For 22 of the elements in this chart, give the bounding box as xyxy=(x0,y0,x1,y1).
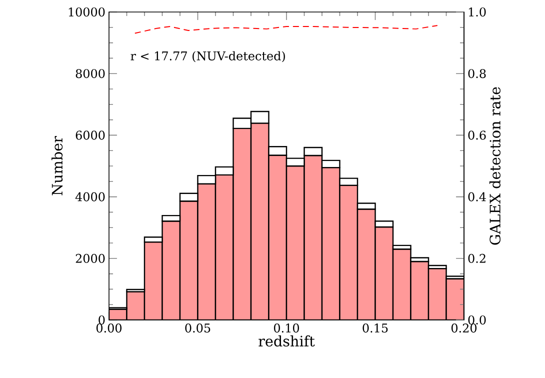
y-tick-label: 10000 xyxy=(68,7,105,17)
y-tick-label: 2000 xyxy=(76,254,105,263)
x-tick-label: 0.15 xyxy=(362,324,388,333)
y2-tick-label: 0.4 xyxy=(468,192,486,202)
y2-tick-label: 0.6 xyxy=(468,130,486,140)
y2-tick-label: 0.8 xyxy=(468,69,486,78)
x-tick-label: 0.00 xyxy=(96,324,122,333)
y2-tick-label: 0.2 xyxy=(468,254,486,263)
line-series xyxy=(134,25,438,34)
y-tick-label: 6000 xyxy=(76,130,105,140)
y2-tick-label: 1.0 xyxy=(468,7,486,17)
x-axis-title: redshift xyxy=(258,335,315,347)
y-tick-label: 4000 xyxy=(75,192,105,202)
y-tick-label: 0 xyxy=(98,315,105,325)
x-tick-label: 0.10 xyxy=(274,324,300,333)
x-tick-label: 0.20 xyxy=(451,324,477,333)
y-axis-title: Number xyxy=(52,136,63,196)
y2-tick-label: 0.0 xyxy=(468,315,486,325)
y-tick-label: 8000 xyxy=(76,69,105,78)
annotation: r < 17.77 (NUV-detected) xyxy=(130,51,285,62)
x-tick-label: 0.05 xyxy=(185,324,210,333)
y2-axis-title: GALEX detection rate xyxy=(489,87,500,245)
